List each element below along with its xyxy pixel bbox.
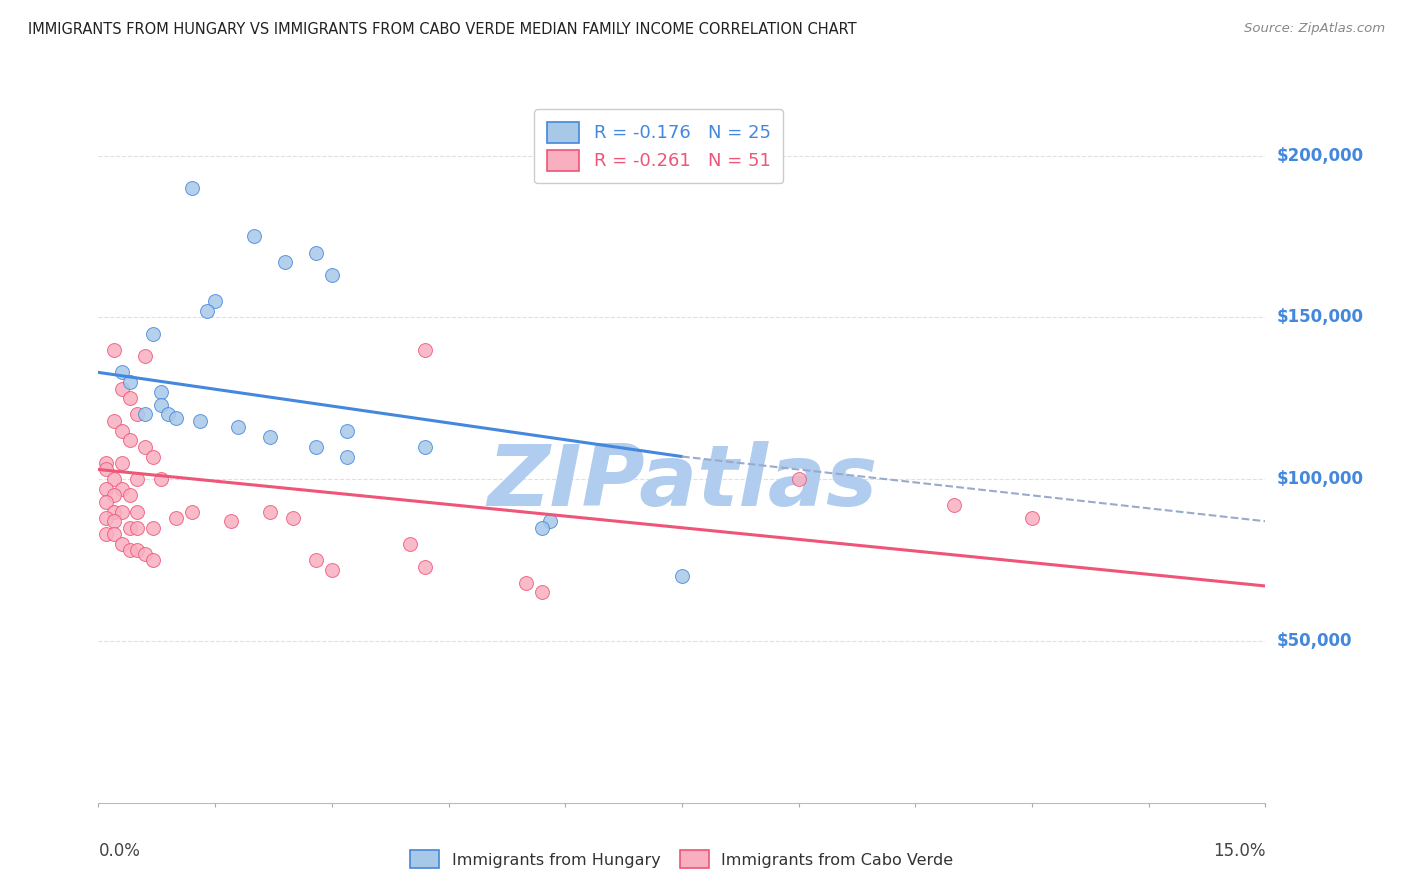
Point xyxy=(134,408,156,422)
Point xyxy=(538,514,561,528)
Point xyxy=(111,482,134,496)
Point xyxy=(96,456,118,470)
Point xyxy=(96,482,118,496)
Point xyxy=(118,392,141,406)
Point xyxy=(127,472,149,486)
Point xyxy=(321,268,343,283)
Point xyxy=(228,420,250,434)
Point xyxy=(204,294,226,309)
Point xyxy=(157,408,180,422)
Point xyxy=(103,472,125,486)
Point xyxy=(281,511,304,525)
Text: $150,000: $150,000 xyxy=(1277,309,1364,326)
Point xyxy=(188,414,211,428)
Point xyxy=(103,514,125,528)
Point xyxy=(96,495,118,509)
Point xyxy=(305,553,328,567)
Point xyxy=(134,349,156,363)
Text: $50,000: $50,000 xyxy=(1277,632,1353,650)
Point xyxy=(96,511,118,525)
Point xyxy=(127,408,149,422)
Point xyxy=(336,424,359,438)
Point xyxy=(118,434,141,448)
Text: $100,000: $100,000 xyxy=(1277,470,1364,488)
Text: IMMIGRANTS FROM HUNGARY VS IMMIGRANTS FROM CABO VERDE MEDIAN FAMILY INCOME CORRE: IMMIGRANTS FROM HUNGARY VS IMMIGRANTS FR… xyxy=(28,22,856,37)
Point xyxy=(103,527,125,541)
Point xyxy=(111,365,134,379)
Point xyxy=(305,245,328,260)
Point xyxy=(118,521,141,535)
Point xyxy=(413,440,436,454)
Point xyxy=(180,504,202,518)
Point xyxy=(103,414,125,428)
Point xyxy=(149,472,172,486)
Point xyxy=(149,384,172,399)
Text: 0.0%: 0.0% xyxy=(98,842,141,860)
Point xyxy=(142,553,165,567)
Point xyxy=(127,543,149,558)
Point xyxy=(103,504,125,518)
Point xyxy=(259,504,281,518)
Point xyxy=(118,375,141,389)
Point xyxy=(530,521,553,535)
Point xyxy=(96,462,118,476)
Point xyxy=(134,440,156,454)
Point xyxy=(530,585,553,599)
Point xyxy=(96,527,118,541)
Point xyxy=(219,514,242,528)
Point xyxy=(274,255,297,269)
Point xyxy=(111,504,134,518)
Point xyxy=(142,326,165,341)
Text: $200,000: $200,000 xyxy=(1277,146,1364,165)
Point xyxy=(243,229,266,244)
Point xyxy=(943,498,966,512)
Point xyxy=(127,521,149,535)
Point xyxy=(787,472,810,486)
Point xyxy=(305,440,328,454)
Point xyxy=(671,569,693,583)
Point xyxy=(195,304,218,318)
Point xyxy=(515,575,537,590)
Point xyxy=(103,488,125,502)
Point xyxy=(165,410,187,425)
Point xyxy=(111,424,134,438)
Point xyxy=(134,547,156,561)
Point xyxy=(127,504,149,518)
Point xyxy=(259,430,281,444)
Point xyxy=(111,456,134,470)
Point xyxy=(413,343,436,357)
Text: ZIPatlas: ZIPatlas xyxy=(486,442,877,524)
Point xyxy=(180,181,202,195)
Point xyxy=(111,537,134,551)
Point xyxy=(336,450,359,464)
Point xyxy=(149,398,172,412)
Legend: Immigrants from Hungary, Immigrants from Cabo Verde: Immigrants from Hungary, Immigrants from… xyxy=(404,844,960,875)
Point xyxy=(321,563,343,577)
Point xyxy=(413,559,436,574)
Point xyxy=(118,488,141,502)
Point xyxy=(398,537,420,551)
Point xyxy=(103,343,125,357)
Text: Source: ZipAtlas.com: Source: ZipAtlas.com xyxy=(1244,22,1385,36)
Point xyxy=(142,521,165,535)
Point xyxy=(165,511,187,525)
Text: 15.0%: 15.0% xyxy=(1213,842,1265,860)
Point xyxy=(1021,511,1043,525)
Point xyxy=(111,382,134,396)
Point xyxy=(142,450,165,464)
Point xyxy=(118,543,141,558)
